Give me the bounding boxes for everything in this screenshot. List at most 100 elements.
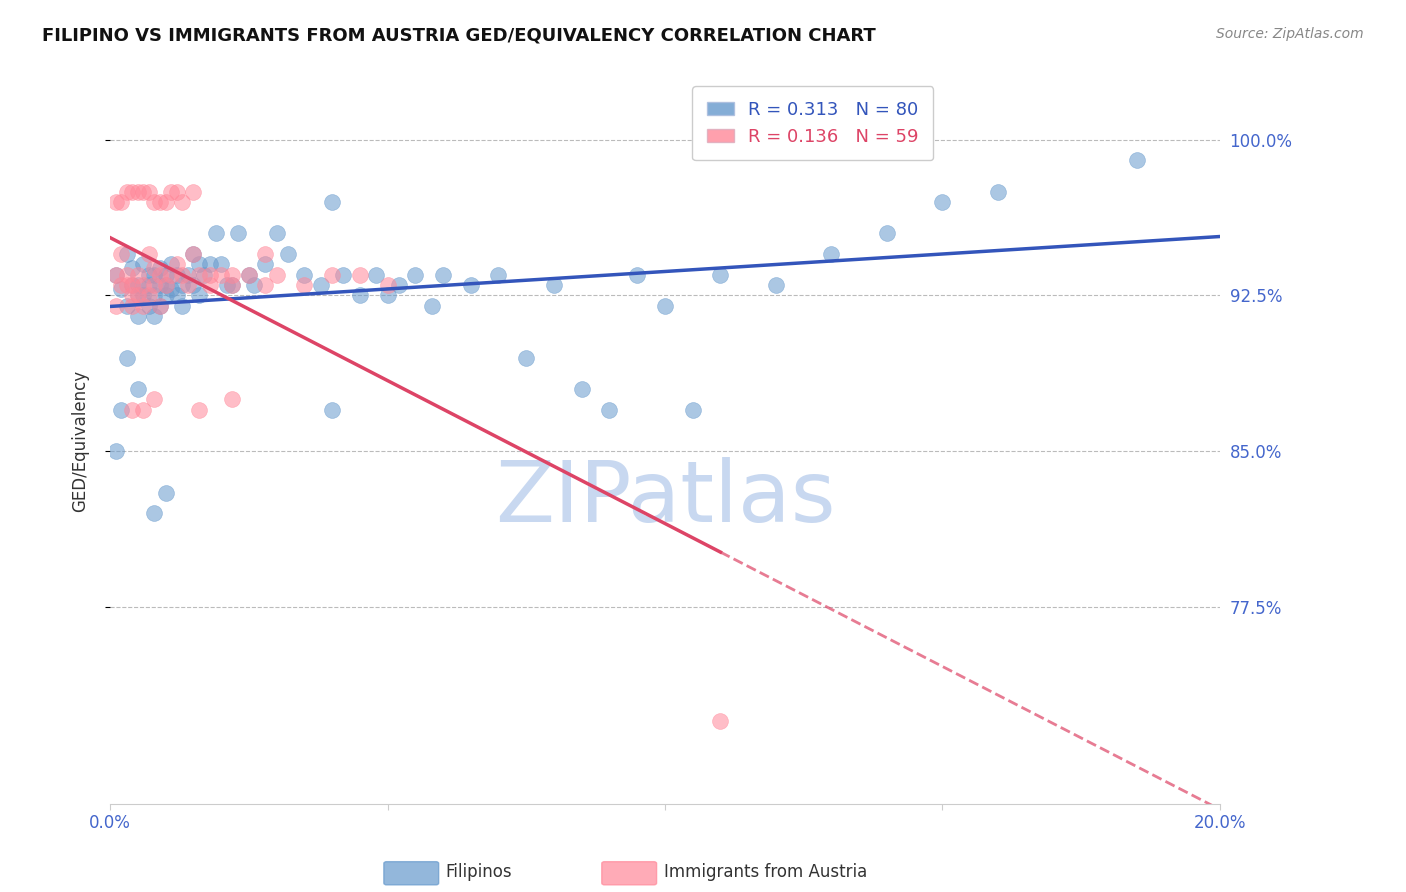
Point bbox=[121, 278, 143, 293]
Point bbox=[149, 299, 172, 313]
Point bbox=[221, 268, 243, 282]
Point bbox=[543, 278, 565, 293]
Point bbox=[149, 299, 172, 313]
Point bbox=[149, 261, 172, 276]
Point bbox=[115, 299, 138, 313]
Point bbox=[127, 185, 149, 199]
Point bbox=[138, 288, 160, 302]
Point bbox=[110, 402, 132, 417]
Point bbox=[238, 268, 260, 282]
Point bbox=[143, 288, 166, 302]
Point bbox=[132, 257, 155, 271]
Point bbox=[121, 402, 143, 417]
Point bbox=[254, 247, 277, 261]
Point bbox=[172, 299, 194, 313]
Point bbox=[243, 278, 266, 293]
Point bbox=[349, 268, 371, 282]
Point bbox=[160, 257, 183, 271]
Point bbox=[682, 402, 704, 417]
Point bbox=[238, 268, 260, 282]
Point bbox=[765, 278, 787, 293]
Point bbox=[138, 268, 160, 282]
Point bbox=[598, 402, 620, 417]
Point bbox=[321, 268, 343, 282]
Point bbox=[143, 261, 166, 276]
Point bbox=[160, 282, 183, 296]
Point bbox=[187, 268, 209, 282]
Point bbox=[121, 185, 143, 199]
Text: ZIPatlas: ZIPatlas bbox=[495, 458, 835, 541]
Point bbox=[160, 185, 183, 199]
Point bbox=[155, 485, 177, 500]
Point bbox=[115, 185, 138, 199]
Point bbox=[149, 278, 172, 293]
Point bbox=[132, 402, 155, 417]
Point bbox=[254, 257, 277, 271]
Point bbox=[709, 268, 731, 282]
Point bbox=[292, 278, 315, 293]
Point bbox=[177, 278, 200, 293]
Point bbox=[181, 247, 204, 261]
Point bbox=[127, 382, 149, 396]
Point bbox=[143, 309, 166, 323]
Point bbox=[654, 299, 676, 313]
Point bbox=[166, 288, 188, 302]
Text: FILIPINO VS IMMIGRANTS FROM AUSTRIA GED/EQUIVALENCY CORRELATION CHART: FILIPINO VS IMMIGRANTS FROM AUSTRIA GED/… bbox=[42, 27, 876, 45]
Point bbox=[115, 351, 138, 365]
Point bbox=[321, 402, 343, 417]
Point bbox=[709, 714, 731, 728]
Point bbox=[626, 268, 648, 282]
Point bbox=[321, 194, 343, 209]
Point bbox=[349, 288, 371, 302]
Point bbox=[115, 278, 138, 293]
Point bbox=[104, 268, 127, 282]
Point bbox=[221, 278, 243, 293]
Point bbox=[172, 268, 194, 282]
Point bbox=[515, 351, 537, 365]
Point bbox=[177, 268, 200, 282]
Point bbox=[127, 288, 149, 302]
Point bbox=[254, 278, 277, 293]
Point bbox=[432, 268, 454, 282]
Point bbox=[143, 268, 166, 282]
Point bbox=[155, 268, 177, 282]
Point bbox=[377, 278, 399, 293]
Y-axis label: GED/Equivalency: GED/Equivalency bbox=[72, 369, 89, 512]
Point bbox=[127, 309, 149, 323]
Point bbox=[155, 194, 177, 209]
Point bbox=[132, 299, 155, 313]
Point bbox=[127, 288, 149, 302]
Point bbox=[104, 268, 127, 282]
Point bbox=[204, 226, 226, 240]
Point bbox=[155, 288, 177, 302]
Point bbox=[377, 288, 399, 302]
Point bbox=[187, 402, 209, 417]
Point bbox=[138, 299, 160, 313]
Point bbox=[121, 288, 143, 302]
Point bbox=[198, 268, 221, 282]
Point bbox=[266, 268, 288, 282]
Point bbox=[172, 194, 194, 209]
Point bbox=[110, 282, 132, 296]
Point bbox=[138, 278, 160, 293]
Text: Immigrants from Austria: Immigrants from Austria bbox=[664, 863, 868, 881]
Point bbox=[149, 194, 172, 209]
Point bbox=[166, 185, 188, 199]
Point bbox=[110, 247, 132, 261]
Point bbox=[181, 278, 204, 293]
Point bbox=[193, 268, 215, 282]
Point bbox=[155, 278, 177, 293]
Point bbox=[115, 268, 138, 282]
Point bbox=[460, 278, 482, 293]
Point bbox=[132, 185, 155, 199]
Point bbox=[149, 268, 172, 282]
Point bbox=[571, 382, 593, 396]
Point bbox=[143, 392, 166, 407]
Point bbox=[110, 194, 132, 209]
Point bbox=[121, 299, 143, 313]
Point bbox=[198, 257, 221, 271]
Point bbox=[209, 257, 232, 271]
Point bbox=[187, 288, 209, 302]
Point bbox=[292, 268, 315, 282]
Point bbox=[1125, 153, 1147, 168]
